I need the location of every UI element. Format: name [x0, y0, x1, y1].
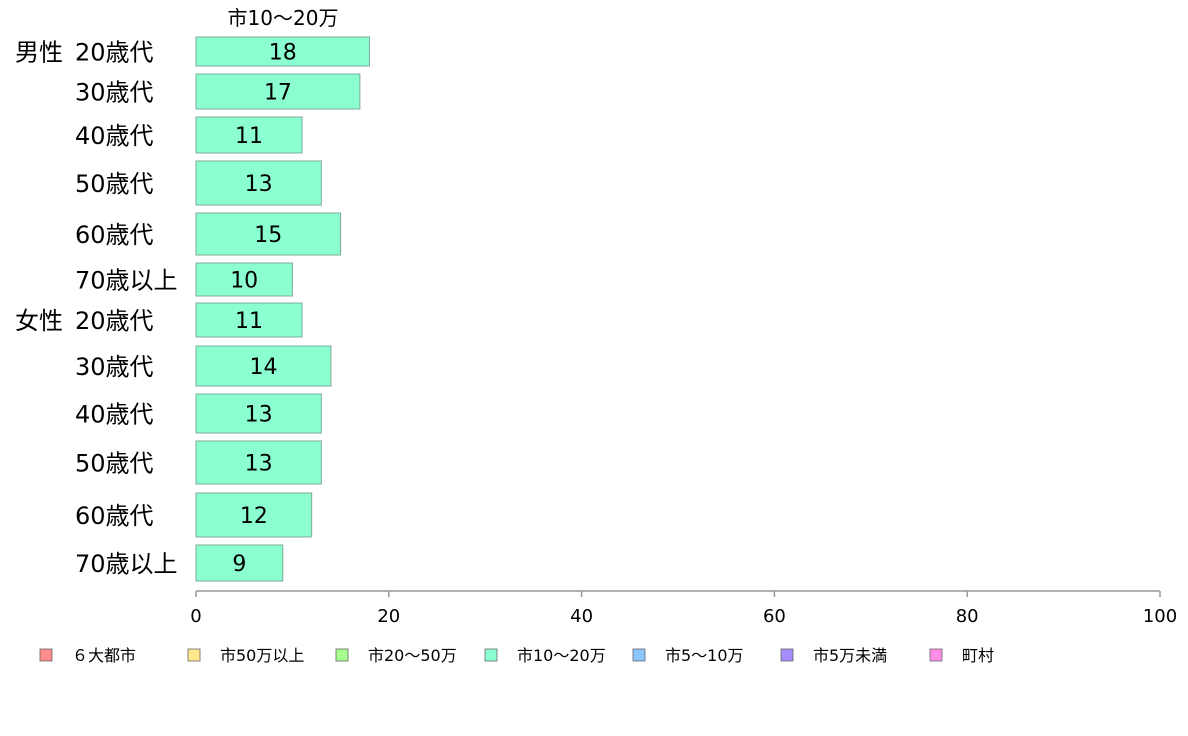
x-tick-label: 80 [956, 606, 979, 627]
legend-item: 市50万以上 [187, 646, 304, 665]
bar-row: 40歳代 11 [75, 116, 303, 154]
legend-label: 市20〜50万 [368, 646, 457, 665]
legend-swatch [187, 648, 201, 662]
legend-label: 市10〜20万 [517, 646, 606, 665]
data-label: 13 [245, 172, 273, 197]
bar-row: 60歳代 12 [75, 492, 313, 538]
bar-row: 60歳代 15 [75, 212, 342, 256]
category-label: 20歳代 [75, 307, 154, 335]
legend-swatch [484, 648, 498, 662]
data-label: 12 [240, 504, 268, 529]
bar-row: 70歳以上 10 [75, 262, 293, 297]
bar-row: 男性 20歳代 18 [15, 36, 371, 67]
bar [195, 212, 342, 256]
x-tick-label: 100 [1143, 606, 1177, 627]
legend-swatch [39, 648, 53, 662]
category-label: 60歳代 [75, 502, 154, 530]
category-label: 40歳代 [75, 122, 154, 150]
data-label: 10 [230, 269, 258, 294]
legend-item: 市5〜10万 [632, 646, 744, 665]
bar [195, 73, 361, 110]
bar-row: 50歳代 13 [75, 440, 322, 485]
category-label: 30歳代 [75, 353, 154, 381]
bar-row: 30歳代 14 [75, 345, 332, 387]
group-label: 男性 [15, 39, 63, 67]
bar-row: 50歳代 13 [75, 160, 322, 206]
series-title: 市10〜20万 [228, 6, 339, 30]
x-tick-label: 60 [763, 606, 786, 627]
bar [195, 160, 322, 206]
data-label: 13 [245, 452, 273, 477]
category-label: 70歳以上 [75, 550, 178, 578]
data-label: 14 [249, 355, 277, 380]
data-label: 13 [245, 403, 273, 428]
legend-label: ６大都市 [72, 646, 136, 665]
legend-item: 町村 [929, 646, 994, 665]
legend-swatch [632, 648, 646, 662]
data-label: 11 [235, 124, 263, 149]
legend-swatch [335, 648, 349, 662]
bar [195, 440, 322, 485]
bar-row: 40歳代 13 [75, 393, 322, 434]
legend-label: 市5〜10万 [665, 646, 744, 665]
legend-item: 市5万未満 [780, 646, 887, 665]
legend-swatch [780, 648, 794, 662]
legend-swatch [929, 648, 943, 662]
data-label: 11 [235, 309, 263, 334]
legend-item: ６大都市 [39, 646, 136, 665]
data-label: 17 [264, 81, 292, 106]
bar-row: 女性 20歳代 11 [15, 302, 303, 338]
bar-row: 70歳以上 9 [75, 544, 284, 582]
category-label: 50歳代 [75, 450, 154, 478]
bar [195, 36, 371, 67]
bar [195, 262, 293, 297]
category-label: 20歳代 [75, 39, 154, 67]
data-label: 18 [269, 41, 297, 66]
legend-label: 町村 [962, 646, 994, 665]
bar [195, 345, 332, 387]
category-label: 30歳代 [75, 79, 154, 107]
data-label: 15 [254, 223, 282, 248]
x-tick-label: 0 [190, 606, 201, 627]
category-label: 50歳代 [75, 170, 154, 198]
legend-item: 市10〜20万 [484, 646, 606, 665]
bar [195, 544, 284, 582]
legend-item: 市20〜50万 [335, 646, 457, 665]
bar-row: 30歳代 17 [75, 73, 361, 110]
group-label: 女性 [15, 307, 63, 335]
legend-label: 市5万未満 [813, 646, 887, 665]
category-label: 70歳以上 [75, 267, 178, 295]
legend-label: 市50万以上 [220, 646, 304, 665]
category-label: 60歳代 [75, 221, 154, 249]
bar [195, 302, 303, 338]
bar [195, 393, 322, 434]
x-tick-label: 40 [570, 606, 593, 627]
data-label: 9 [232, 552, 246, 577]
x-tick-label: 20 [377, 606, 400, 627]
bar [195, 492, 313, 538]
bar [195, 116, 303, 154]
category-label: 40歳代 [75, 401, 154, 429]
